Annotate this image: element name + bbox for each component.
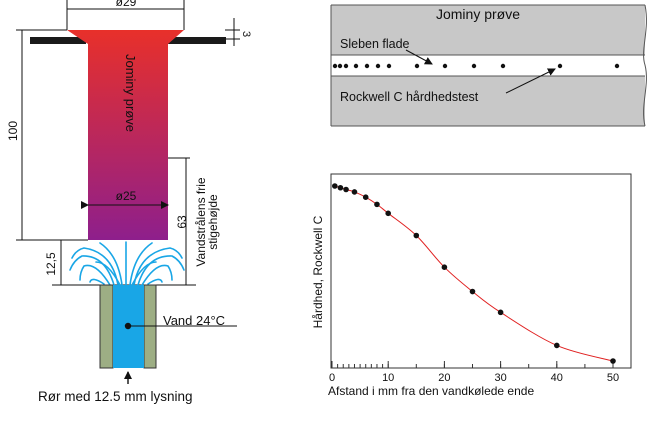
data-point (610, 358, 616, 364)
height-label: 63 (175, 215, 189, 229)
bar-title: Jominy prøve (436, 6, 520, 22)
indent-dot (442, 63, 448, 69)
chart-frame (330, 173, 632, 369)
indent-dot (471, 63, 477, 69)
indent-dot (337, 63, 343, 69)
specimen-label: Jominy prøve (123, 54, 138, 132)
data-point (469, 288, 476, 295)
gap-label: 12,5 (44, 252, 58, 276)
indent-dot (343, 63, 349, 69)
water-temperature-label: Vand 24°C (163, 313, 225, 328)
pipe-label: Rør med 12.5 mm lysning (38, 389, 193, 404)
indent-dot (557, 63, 563, 69)
indent-dot (500, 63, 506, 69)
x-tick-label: 20 (438, 372, 450, 384)
indent-dot (386, 63, 392, 69)
x-tick-label: 10 (382, 372, 394, 384)
chart-x-label: Afstand i mm fra den vandkølede ende (328, 384, 534, 398)
data-point (351, 189, 358, 195)
hardness-points (332, 183, 616, 364)
inner-diameter-label: ø25 (116, 189, 137, 203)
top-diameter-label: ø29 (116, 0, 137, 9)
rise-label-line2: stigehøjde (206, 194, 220, 250)
flange-thickness-label: 3 (240, 31, 252, 37)
data-point (362, 194, 369, 200)
rise-label-line1: Vandstrålens frie (194, 177, 208, 266)
x-tick-label: 0 (329, 372, 335, 384)
data-point (497, 309, 504, 316)
jominy-apparatus-diagram: ø29 3 Jominy prøve ø25 100 63 Vandstråle… (6, 0, 252, 404)
indent-dot (364, 63, 370, 69)
data-point (413, 232, 420, 239)
ground-face-pointer (405, 49, 433, 65)
x-tick-label: 30 (494, 372, 506, 384)
data-point (337, 184, 344, 191)
indent-dot (375, 63, 381, 69)
flange-left (30, 37, 86, 44)
x-axis-tick-labels: 0 10 20 30 40 50 (329, 372, 619, 384)
data-point (441, 264, 448, 271)
pipe-wall-left (99, 284, 114, 369)
data-point (554, 342, 560, 349)
hardness-chart: 0 10 20 30 40 50 Afstand i mm fra den vandkøl… (311, 173, 632, 398)
data-point (374, 201, 380, 208)
indent-dot (332, 63, 338, 69)
data-point (343, 186, 349, 193)
x-tick-label: 40 (551, 372, 563, 384)
water-jet (69, 241, 185, 286)
hardness-test-pointer (505, 68, 556, 94)
jominy-specimen (67, 30, 184, 240)
indent-dot (614, 63, 620, 69)
indent-dot (353, 63, 359, 69)
specimen-bar-top (331, 5, 645, 55)
data-point (332, 183, 338, 189)
bar-break-right (643, 4, 647, 127)
ground-face-label: Sleben flade (340, 37, 410, 51)
hardness-curve (334, 185, 614, 362)
indent-dot (414, 63, 420, 69)
chart-y-label: Hårdhed, Rockwell C (311, 215, 325, 328)
x-axis-ticks (331, 361, 614, 368)
x-tick-label: 50 (607, 372, 619, 384)
hardness-test-label: Rockwell C hårdhedstest (340, 90, 479, 104)
data-point (385, 210, 392, 217)
flange-right (168, 37, 226, 44)
specimen-bar-bottom (331, 76, 645, 126)
length-label: 100 (6, 121, 20, 141)
ground-flat-strip (331, 55, 645, 76)
hardness-test-indents (332, 63, 620, 69)
ground-specimen-diagram: Jominy prøve Sleben flade Rockwell C hår… (330, 4, 647, 127)
